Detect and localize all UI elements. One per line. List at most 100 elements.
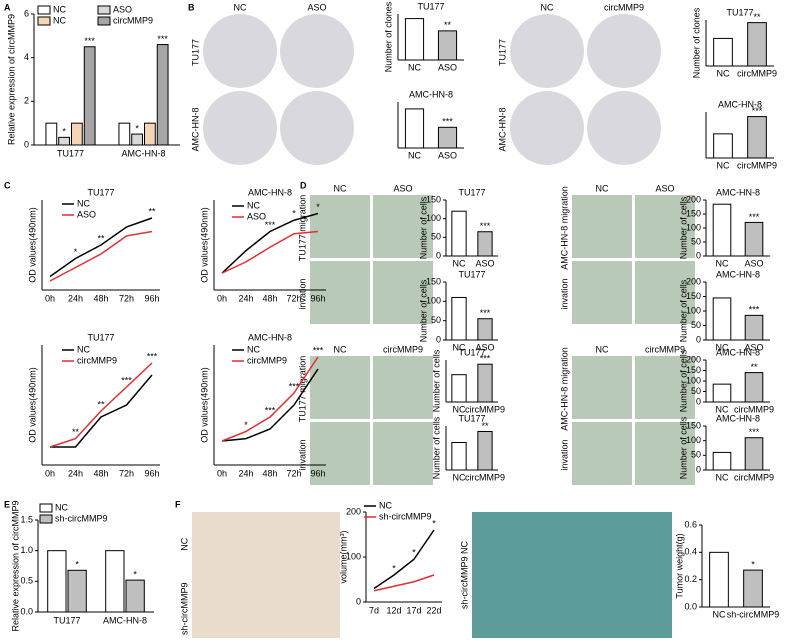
line <box>49 217 153 278</box>
x-tick-label: circMMP9 <box>734 404 774 414</box>
photo-label: TU177 migration <box>297 356 307 423</box>
y-tick-label: 100 <box>686 375 701 385</box>
y-axis-label: OD values(490nm) <box>199 207 209 283</box>
legend-label: NC <box>379 500 392 510</box>
y-tick-label: 50 <box>691 236 701 246</box>
x-tick-label: 0h <box>45 468 55 478</box>
significance: ** <box>72 427 80 437</box>
chart-title: TU177 <box>417 1 444 11</box>
bar <box>713 37 733 67</box>
legend-label: NC <box>77 198 90 208</box>
legend-swatch <box>37 5 51 15</box>
photo-label: NC <box>541 2 554 12</box>
chart-title: AMC-HN-8 <box>718 99 762 109</box>
photo-label: TU177 <box>497 39 507 66</box>
x-tick-label: AMC-HN-8 <box>122 148 166 158</box>
y-tick-label: 1.5 <box>20 514 33 524</box>
y-tick-label: 150 <box>426 276 441 286</box>
photo <box>280 14 354 88</box>
photo <box>635 356 695 419</box>
photo-label: ASO <box>393 183 412 193</box>
chart-title: TU177 <box>87 332 114 342</box>
y-tick-label: 200 <box>686 354 701 364</box>
significance: * <box>316 202 320 212</box>
chart-title: AMC-HN-8 <box>716 187 760 197</box>
x-tick-label: 72h <box>119 293 134 303</box>
x-tick-label: 0h <box>217 468 227 478</box>
y-axis-label: Number of cells <box>418 279 428 342</box>
bar <box>744 221 764 257</box>
y-tick-label: 0 <box>24 139 29 149</box>
y-axis-label: Relative expression of circMMP9 <box>6 14 16 145</box>
significance: *** <box>147 351 158 361</box>
y-tick-label: 100 <box>426 213 441 223</box>
x-tick-label: NC <box>717 68 730 78</box>
x-tick-label: 72h <box>286 468 301 478</box>
significance: *** <box>442 117 453 127</box>
photo-label: invation <box>559 278 569 309</box>
legend-label: NC <box>53 15 66 25</box>
x-tick-label: circMMP9 <box>734 472 774 482</box>
y-tick-label: 0 <box>696 334 701 344</box>
bar <box>747 116 767 159</box>
x-tick-label: 0h <box>45 293 55 303</box>
line <box>221 368 319 442</box>
y-tick-label: 200 <box>686 276 701 286</box>
bar <box>744 437 764 471</box>
photo <box>203 14 277 88</box>
bar <box>83 46 96 146</box>
photo-label: NC <box>334 344 347 354</box>
legend-swatch <box>39 514 53 524</box>
legend-label: ASO <box>113 4 132 14</box>
x-tick-label: 24h <box>68 468 83 478</box>
x-tick-label: 48h <box>262 293 277 303</box>
x-tick-label: TU177 <box>53 615 80 625</box>
x-tick-label: NC <box>453 342 466 352</box>
panel-letter: B <box>188 2 195 12</box>
x-tick-label: NC <box>453 404 466 414</box>
bar <box>713 133 733 159</box>
x-tick-label: 17d <box>406 605 421 615</box>
photo-label: ASO <box>655 183 674 193</box>
chart-title: TU177 <box>458 413 485 423</box>
photo <box>510 14 584 88</box>
bar <box>744 372 764 403</box>
y-tick-label: 2 <box>24 96 29 106</box>
photo-label: AMC-HN-8 migration <box>559 186 569 270</box>
line <box>221 230 319 274</box>
y-tick-label: 6 <box>24 8 29 18</box>
y-tick-label: 200 <box>346 506 361 516</box>
bar <box>477 431 493 471</box>
line <box>50 374 153 448</box>
x-tick-label: circMMP9 <box>737 160 777 170</box>
photo-label: TU177 migration <box>297 195 307 262</box>
y-tick-label: 0 <box>696 396 701 406</box>
photo-label: AMC-HN-8 migration <box>559 347 569 431</box>
chart-title: TU177 <box>458 347 485 357</box>
legend-label: circMMP9 <box>247 355 287 365</box>
bar <box>437 126 458 149</box>
chart-title: TU177 <box>458 187 485 197</box>
y-tick-label: 0.5 <box>20 576 33 586</box>
y-axis-label: Number of clones <box>691 7 701 78</box>
x-tick-label: NC <box>716 472 729 482</box>
y-tick-label: 50 <box>691 320 701 330</box>
bar <box>747 22 767 67</box>
legend-label: ASO <box>247 211 266 221</box>
bar <box>744 314 764 341</box>
x-tick-label: 24h <box>238 293 253 303</box>
line <box>49 230 153 282</box>
panel-letter: A <box>4 2 11 12</box>
y-tick-label: 0.0 <box>684 601 697 611</box>
x-tick-label: ASO <box>438 150 457 160</box>
panel-letter: E <box>4 499 10 509</box>
x-tick-label: NC <box>716 258 729 268</box>
y-tick-label: 0 <box>696 250 701 260</box>
y-tick-label: 4 <box>24 52 29 62</box>
significance: * <box>74 247 78 257</box>
chart-title: AMC-HN-8 <box>248 187 292 197</box>
significance: *** <box>121 375 132 385</box>
y-tick-label: 100 <box>686 435 701 445</box>
panel-letter: D <box>300 180 307 190</box>
photo-label: NC <box>596 344 609 354</box>
